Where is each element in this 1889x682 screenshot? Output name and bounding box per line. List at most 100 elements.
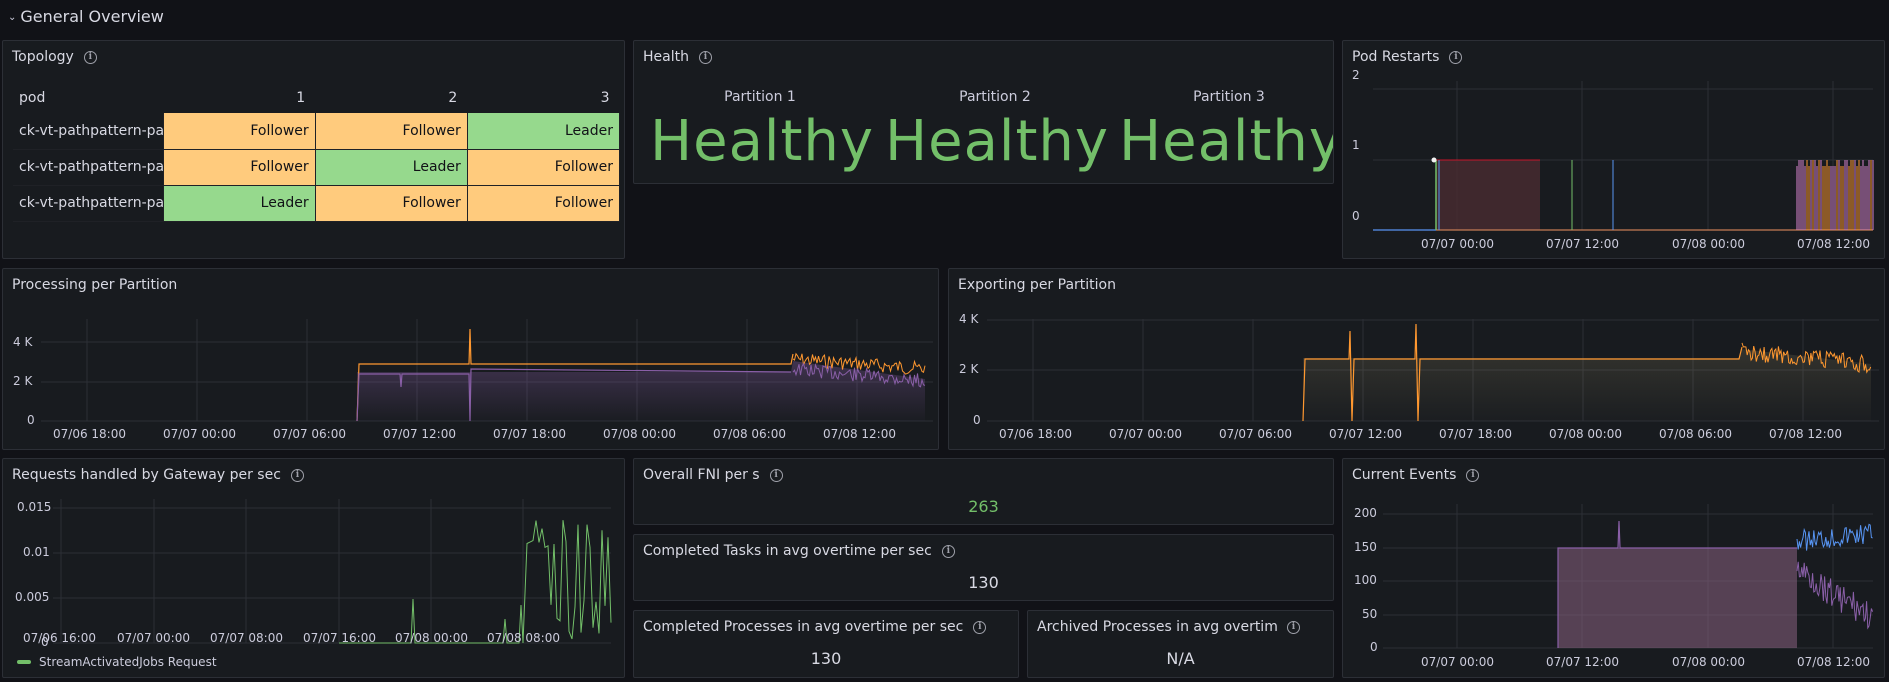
x-tick: 07/08 12:00 (823, 427, 896, 441)
info-icon[interactable]: i (973, 620, 987, 634)
panel-title-text: Processing per Partition (12, 277, 178, 293)
series-line (339, 520, 612, 644)
processing-chart[interactable] (3, 269, 939, 450)
completed-tasks-value: 130 (968, 573, 999, 592)
panel-title-text: Exporting per Partition (958, 277, 1116, 293)
panel-title[interactable]: Pod Restarts i (1352, 49, 1463, 65)
x-tick: 07/07 00:00 (163, 427, 236, 441)
x-tick: 07/07 06:00 (1219, 427, 1292, 441)
table-row: ck-vt-pathpattern-pa Follower Leader Fol… (13, 149, 621, 186)
series-line (1741, 342, 1872, 374)
y-tick: 50 (1362, 607, 1378, 621)
x-tick: 07/06 18:00 (53, 427, 126, 441)
panel-title-text: Completed Processes in avg overtime per … (643, 619, 964, 635)
x-tick: 07/07 12:00 (1546, 655, 1619, 669)
y-tick: 2 K (13, 374, 33, 388)
restart-burst (1796, 160, 1874, 230)
panel-title[interactable]: Processing per Partition (12, 277, 177, 293)
y-tick: 0.01 (23, 545, 50, 559)
panel-title[interactable]: Requests handled by Gateway per sec i (12, 467, 304, 483)
y-tick: 0 (27, 413, 35, 427)
column-header-pod[interactable]: pod (19, 90, 46, 106)
x-tick: 07/07 00:00 (117, 631, 190, 645)
panel-title[interactable]: Current Events i (1352, 467, 1480, 483)
panel-title-text: Topology (12, 49, 74, 65)
role-cell: Follower (315, 113, 468, 150)
health-panel: Health i Partition 1 Healthy Partition 2… (633, 40, 1334, 184)
y-tick: 200 (1354, 506, 1377, 520)
chart-legend[interactable]: StreamActivatedJobs Request (17, 655, 217, 669)
y-tick: 0 (1352, 209, 1360, 223)
info-icon[interactable]: i (698, 50, 712, 64)
partition-3-label: Partition 3 (1193, 89, 1265, 105)
column-header-2[interactable]: 2 (448, 90, 458, 106)
gateway-chart[interactable] (3, 459, 625, 678)
panel-title-text: Current Events (1352, 467, 1457, 483)
partition-1-status: Healthy (650, 109, 875, 174)
y-tick: 1 (1352, 138, 1360, 152)
role-cell: Leader (315, 149, 468, 186)
y-tick: 0 (1370, 640, 1378, 654)
row-header-general-overview[interactable]: ⌄ General Overview (8, 5, 164, 27)
series-area (1558, 548, 1797, 648)
info-icon[interactable]: i (941, 544, 955, 558)
row-title: General Overview (20, 6, 164, 26)
panel-title[interactable]: Completed Processes in avg overtime per … (643, 619, 987, 635)
panel-title[interactable]: Health i (643, 49, 712, 65)
x-tick: 07/08 12:00 (1797, 237, 1870, 251)
panel-title-text: Overall FNI per s (643, 467, 760, 483)
overall-fni-panel: Overall FNI per s i 263 (633, 458, 1334, 525)
role-cell: Follower (467, 149, 621, 186)
role-cell: Leader (467, 113, 621, 150)
info-icon[interactable]: i (1466, 468, 1480, 482)
y-tick: 150 (1354, 540, 1377, 554)
series-area (357, 361, 925, 421)
info-icon[interactable]: i (83, 50, 97, 64)
role-cell: Follower (467, 185, 621, 222)
pod-name-cell: ck-vt-pathpattern-pa (13, 185, 164, 222)
pod-name-cell: ck-vt-pathpattern-pa (13, 113, 164, 150)
x-tick: 07/08 08:00 (487, 631, 560, 645)
archived-processes-value: N/A (1166, 649, 1195, 668)
y-tick: 100 (1354, 573, 1377, 587)
info-icon[interactable]: i (1287, 620, 1300, 634)
archived-processes-panel: Archived Processes in avg overtime i N/A (1027, 610, 1334, 678)
panel-title[interactable]: Topology i (12, 49, 97, 65)
x-tick: 07/06 18:00 (999, 427, 1072, 441)
role-cell: Leader (163, 185, 316, 222)
panel-title[interactable]: Overall FNI per s i (643, 467, 783, 483)
y-tick: 0.005 (15, 590, 50, 604)
info-icon[interactable]: i (290, 468, 304, 482)
panel-title[interactable]: Completed Tasks in avg overtime per sec … (643, 543, 955, 559)
panel-title[interactable]: Archived Processes in avg overtime i (1037, 619, 1300, 635)
topology-table: pod 1 2 3 ck-vt-pathpattern-pa Follower … (13, 83, 621, 222)
x-tick: 07/08 00:00 (1672, 237, 1745, 251)
panel-title[interactable]: Exporting per Partition (958, 277, 1116, 293)
current-events-chart[interactable] (1343, 459, 1885, 678)
exporting-chart[interactable] (949, 269, 1885, 450)
x-tick: 07/08 00:00 (395, 631, 468, 645)
exporting-panel: Exporting per Partition 4 K 2 K 0 07/06 (948, 268, 1885, 450)
y-tick: 2 K (959, 362, 979, 376)
panel-title-text: Requests handled by Gateway per sec (12, 467, 281, 483)
x-tick: 07/08 06:00 (713, 427, 786, 441)
role-cell: Follower (315, 185, 468, 222)
x-tick: 07/08 12:00 (1769, 427, 1842, 441)
series-line (792, 352, 926, 375)
partition-2-label: Partition 2 (959, 89, 1031, 105)
column-header-3[interactable]: 3 (600, 90, 610, 106)
series-line (1302, 323, 1743, 422)
completed-tasks-panel: Completed Tasks in avg overtime per sec … (633, 534, 1334, 601)
panel-title-text: Archived Processes in avg overtime (1037, 619, 1277, 635)
column-header-1[interactable]: 1 (296, 90, 306, 106)
pod-restarts-chart[interactable] (1343, 41, 1885, 259)
x-tick: 07/07 00:00 (1421, 655, 1494, 669)
fni-value: 263 (968, 497, 999, 516)
info-icon[interactable]: i (769, 468, 783, 482)
info-icon[interactable]: i (1449, 50, 1463, 64)
x-tick: 07/07 08:00 (210, 631, 283, 645)
series-area (1436, 160, 1540, 230)
series-line (356, 368, 792, 422)
y-tick: 0.015 (17, 500, 52, 514)
y-tick: 4 K (13, 335, 33, 349)
